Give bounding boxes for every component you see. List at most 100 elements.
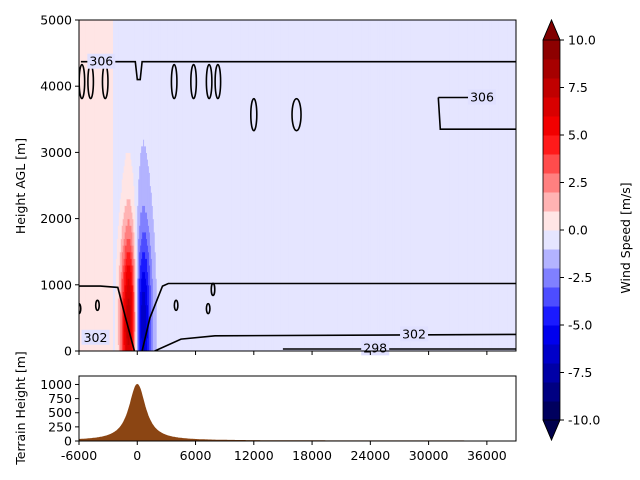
field-cell xyxy=(196,20,199,351)
field-cell xyxy=(443,20,445,351)
field-cell xyxy=(141,145,143,213)
x-tick-label: 36000 xyxy=(467,448,507,463)
field-cell xyxy=(127,20,130,153)
field-cell xyxy=(172,20,174,351)
field-cell xyxy=(335,20,337,351)
field-cell xyxy=(271,20,273,351)
field-cell xyxy=(361,20,364,351)
field-cell xyxy=(190,20,193,351)
field-cell xyxy=(392,20,395,351)
field-cell xyxy=(144,251,146,273)
field-cell xyxy=(127,238,130,253)
field-cell xyxy=(99,20,101,351)
field-cell xyxy=(145,337,147,351)
field-cell xyxy=(374,20,376,351)
field-cell xyxy=(463,20,466,351)
field-cell xyxy=(115,20,118,259)
field-cell xyxy=(132,20,134,173)
field-cell xyxy=(303,20,305,351)
field-cell xyxy=(246,20,248,351)
field-cell xyxy=(123,211,126,240)
contour-label: 302 xyxy=(402,326,426,341)
field-cell xyxy=(120,238,123,273)
field-cell xyxy=(222,20,225,351)
field-cell xyxy=(143,251,145,273)
field-cell xyxy=(124,159,127,206)
field-cell xyxy=(126,152,129,200)
y-tick-label: 500 xyxy=(48,405,72,420)
field-cell xyxy=(182,20,185,351)
field-cell xyxy=(346,20,348,351)
field-cell xyxy=(414,20,416,351)
field-cell xyxy=(123,165,126,213)
field-cell xyxy=(215,20,218,351)
field-cell xyxy=(322,20,325,351)
field-cell xyxy=(218,20,221,351)
y-tick-label: 0 xyxy=(64,344,72,359)
field-cell xyxy=(488,20,491,351)
field-cell xyxy=(157,20,160,351)
field-cell xyxy=(127,198,130,220)
field-cell xyxy=(310,20,312,351)
colorbar-extend-min xyxy=(542,419,561,442)
field-cell xyxy=(480,20,482,351)
field-cell xyxy=(128,264,131,279)
colorbar-tick-label: 10.0 xyxy=(568,33,596,48)
field-cell xyxy=(94,20,97,351)
field-cell xyxy=(148,264,151,351)
field-cell xyxy=(367,20,369,351)
contour-label: 302 xyxy=(84,330,108,345)
field-cell xyxy=(308,20,310,351)
field-cell xyxy=(129,251,132,266)
field-cell xyxy=(266,20,268,351)
contour-line-boundary-layer-top xyxy=(79,285,136,351)
x-tick-label: -6000 xyxy=(61,448,97,463)
field-cell xyxy=(130,159,133,206)
field-cell xyxy=(126,20,129,153)
field-cell xyxy=(133,291,135,351)
field-cell xyxy=(127,152,130,200)
colorbar-segment xyxy=(543,382,560,402)
field-cell xyxy=(118,20,121,213)
field-cell xyxy=(168,20,170,351)
field-cell xyxy=(149,245,152,286)
field-cell xyxy=(347,20,350,351)
field-cell xyxy=(337,20,339,351)
field-cell xyxy=(390,20,393,351)
field-cell xyxy=(386,20,389,351)
field-cell xyxy=(81,20,84,351)
field-cell xyxy=(514,20,516,351)
field-cell xyxy=(427,20,430,351)
field-cell xyxy=(132,264,134,286)
field-cell xyxy=(312,20,314,351)
field-cell xyxy=(122,245,125,266)
field-cell xyxy=(176,20,178,351)
field-cell xyxy=(166,20,168,351)
field-cell xyxy=(449,20,452,351)
field-cell xyxy=(146,284,148,351)
field-cell xyxy=(126,337,129,351)
field-cell xyxy=(260,20,263,351)
field-cell xyxy=(198,20,201,351)
field-cell xyxy=(174,20,176,351)
field-cell xyxy=(87,20,90,351)
field-cell xyxy=(316,20,319,351)
field-cell xyxy=(103,20,105,351)
field-cell xyxy=(423,20,426,351)
field-cell xyxy=(477,20,479,351)
field-cell xyxy=(107,20,109,351)
field-cell xyxy=(180,20,183,351)
field-cell xyxy=(132,284,134,351)
field-cell xyxy=(120,271,123,351)
field-cell xyxy=(128,344,131,351)
field-cell xyxy=(123,344,126,351)
colorbar: 10.0 7.5 5.0 2.5 0.0 -2.5 -5.0 -7.5 -10.0 Wind S… xyxy=(542,18,633,442)
field-cell xyxy=(145,258,147,279)
field-cell xyxy=(369,20,371,351)
contour-label-bg xyxy=(361,340,390,356)
field-cell xyxy=(129,20,132,153)
field-cell xyxy=(127,218,130,240)
field-cell xyxy=(247,20,250,351)
field-cell xyxy=(446,20,448,351)
